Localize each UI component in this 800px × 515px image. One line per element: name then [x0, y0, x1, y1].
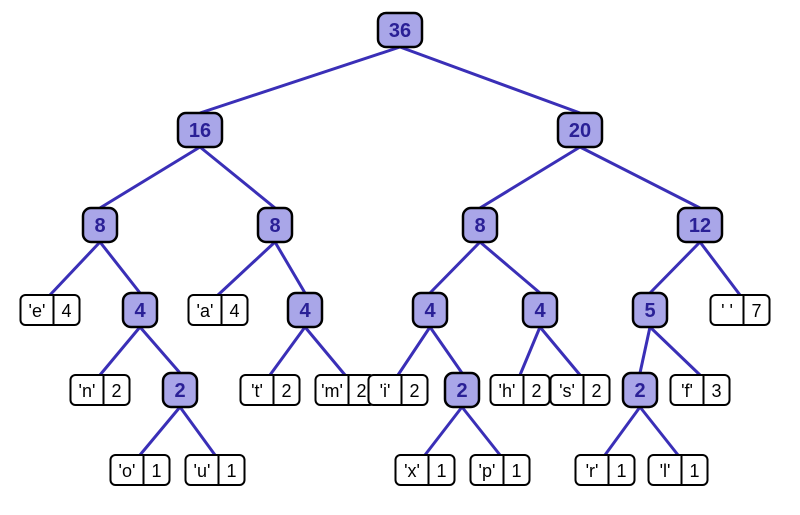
leaf-value: 1: [616, 461, 626, 481]
edge: [430, 327, 462, 373]
edge: [140, 407, 180, 455]
internal-node-label: 2: [634, 380, 645, 402]
leaf-char: 'a': [197, 301, 214, 321]
leaf-value: 1: [689, 461, 699, 481]
leaf-char: 'f': [681, 381, 693, 401]
edge: [650, 327, 700, 375]
edge: [480, 147, 580, 208]
leaf-value: 2: [409, 381, 419, 401]
edge: [398, 327, 430, 375]
internal-node-label: 2: [456, 380, 467, 402]
internal-node-label: 4: [534, 300, 546, 322]
internal-node-label: 4: [134, 300, 146, 322]
leaf-value: 7: [751, 301, 761, 321]
internal-node-label: 16: [189, 120, 211, 142]
leaf-char: 'l': [660, 461, 671, 481]
leaf-value: 3: [711, 381, 721, 401]
edge: [200, 147, 275, 208]
leaf-char: 'n': [79, 381, 96, 401]
leaf-value: 1: [436, 461, 446, 481]
leaf-char: 't': [251, 381, 263, 401]
internal-node-label: 8: [269, 215, 280, 237]
edge: [640, 327, 650, 373]
leaf-value: 2: [111, 381, 121, 401]
edge: [580, 147, 700, 208]
leaf-value: 2: [356, 381, 366, 401]
internal-node-label: 20: [569, 120, 591, 142]
leaf-value: 1: [226, 461, 236, 481]
edge: [180, 407, 215, 455]
edge: [140, 327, 180, 373]
edge: [605, 407, 640, 455]
leaf-char: 'e': [29, 301, 46, 321]
edge: [425, 407, 462, 455]
huffman-tree: 36162088812'e'44'a'44445' '7'n'22't'2'm'…: [0, 0, 800, 515]
leaf-value: 2: [281, 381, 291, 401]
internal-node-label: 5: [644, 300, 655, 322]
leaf-value: 2: [591, 381, 601, 401]
edge: [200, 47, 400, 113]
edge: [50, 242, 100, 295]
internal-node-label: 2: [174, 380, 185, 402]
leaf-char: 's': [559, 381, 575, 401]
edge: [275, 242, 305, 293]
internal-node-label: 8: [94, 215, 105, 237]
leaf-value: 4: [61, 301, 71, 321]
edge: [430, 242, 480, 293]
internal-node-label: 8: [474, 215, 485, 237]
edge: [270, 327, 305, 375]
edge: [305, 327, 345, 375]
internal-node-label: 36: [389, 20, 411, 42]
edge: [520, 327, 540, 375]
edge: [462, 407, 500, 455]
internal-node-label: 4: [299, 300, 311, 322]
edge: [100, 147, 200, 208]
edge: [650, 242, 700, 293]
leaf-char: 'o': [119, 461, 136, 481]
leaf-char: 'i': [380, 381, 391, 401]
leaf-char: 'u': [194, 461, 211, 481]
leaf-char: 'p': [479, 461, 496, 481]
edge: [100, 242, 140, 293]
nodes: 36162088812'e'44'a'44445' '7'n'22't'2'm'…: [21, 13, 770, 485]
edge: [640, 407, 678, 455]
edge: [400, 47, 580, 113]
edge: [480, 242, 540, 293]
leaf-value: 1: [511, 461, 521, 481]
leaf-char: 'm': [321, 381, 343, 401]
edge: [218, 242, 275, 295]
edge: [700, 242, 740, 295]
leaf-char: 'x': [404, 461, 420, 481]
leaf-char: 'r': [586, 461, 599, 481]
internal-node-label: 4: [424, 300, 436, 322]
internal-node-label: 12: [689, 215, 711, 237]
leaf-char: ' ': [721, 301, 733, 321]
leaf-value: 1: [151, 461, 161, 481]
edge: [100, 327, 140, 375]
leaf-char: 'h': [499, 381, 516, 401]
leaf-value: 2: [531, 381, 541, 401]
leaf-value: 4: [229, 301, 239, 321]
edge: [540, 327, 580, 375]
